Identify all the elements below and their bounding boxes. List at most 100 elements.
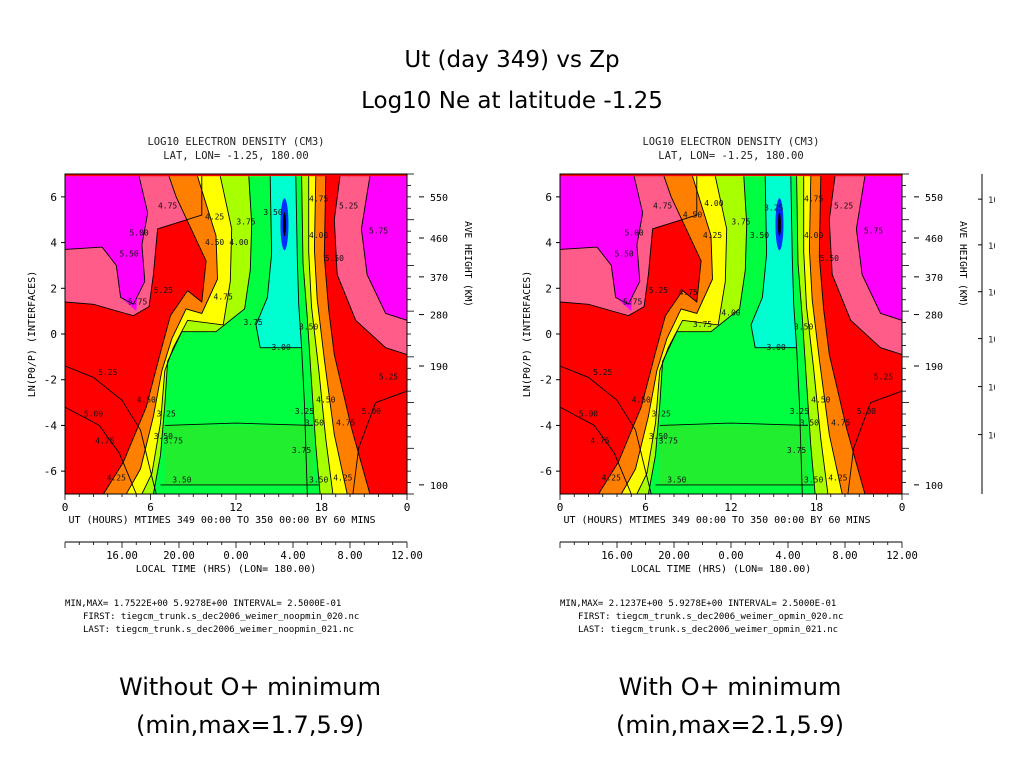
contour-line-12 (333, 176, 408, 356)
contour-line-12 (828, 176, 903, 356)
contour-label-27: 3.50 (172, 476, 191, 485)
pressure-tick-label: 10⁻⁸ (988, 242, 995, 252)
local-time-tick-label: 4.00 (775, 550, 800, 562)
y-axis-label: LN(P0/P) (INTERFACES) (27, 271, 38, 397)
y-tick-label: -6 (539, 465, 552, 478)
contour-label-32: 3.50 (800, 418, 819, 427)
contour-label-34: 5.25 (379, 373, 398, 382)
footer-first: FIRST: tiegcm_trunk.s_dec2006_weimer_noo… (83, 612, 359, 622)
contour-label-24: 3.50 (154, 432, 173, 441)
contour-label-5: 3.75 (731, 217, 750, 226)
contour-line-16 (559, 365, 652, 495)
contour-label-32: 4.50 (316, 396, 335, 405)
y-tick-label: -4 (44, 419, 58, 432)
contour-label-14: 5.75 (128, 297, 147, 306)
contour-label-36: 4.25 (333, 473, 352, 482)
contour-label-31: 3.75 (292, 446, 311, 455)
x-tick-label: 0 (899, 501, 906, 514)
contour-label-17: -3.00 (267, 343, 291, 352)
y-tick-label: 2 (545, 282, 552, 295)
contour-label-14: 5.25 (649, 286, 668, 295)
y-tick-label: 6 (545, 191, 552, 204)
fill-magenta-left (65, 176, 148, 305)
local-time-tick-label: 20.00 (163, 550, 195, 562)
y-tick-label: 6 (50, 191, 57, 204)
fill-green-lower (659, 425, 808, 485)
contour-line-10 (313, 176, 348, 495)
contour-label-15: 5.75 (623, 297, 642, 306)
contour-label-0: 4.75 (158, 201, 177, 210)
contour-label-3: 4.00 (704, 199, 723, 208)
contour-label-35: 5.00 (362, 407, 381, 416)
contour-label-9: 5.25 (339, 201, 358, 210)
contour-label-16: 3.75 (243, 318, 262, 327)
contour-label-25: 3.25 (652, 409, 671, 418)
x-tick-label: 6 (147, 501, 154, 514)
contour-label-29: 3.50 (667, 476, 686, 485)
pressure-tick-label: 10⁻⁹ (988, 196, 995, 206)
contour-label-17: 4.00 (721, 309, 740, 318)
contour-line-6 (255, 176, 302, 349)
contour-label-4: 3.75 (236, 217, 255, 226)
contour-label-19: 5.25 (98, 368, 117, 377)
contour-line-2 (598, 176, 702, 495)
contour-line-18 (847, 390, 903, 495)
footer-first: FIRST: tiegcm_trunk.s_dec2006_weimer_opm… (578, 612, 844, 622)
contour-label-23: 3.25 (157, 409, 176, 418)
contour-label-21: 4.75 (95, 437, 114, 446)
x-tick-label: 0 (62, 501, 69, 514)
pressure-tick-label: 10⁻⁴ (988, 432, 995, 442)
contour-line-9 (803, 176, 829, 495)
contour-line-8 (301, 176, 321, 495)
fill-core-center (777, 212, 781, 237)
contour-label-26: 3.50 (649, 432, 668, 441)
contour-label-33: 4.75 (336, 418, 355, 427)
contour-line-14 (164, 422, 313, 426)
contour-label-29: 3.25 (295, 407, 314, 416)
fill-green-lower (164, 425, 313, 485)
contour-label-12: 5.75 (864, 226, 883, 235)
contour-label-8: 4.75 (804, 194, 823, 203)
contour-label-19: -3.00 (762, 343, 786, 352)
contour-label-33: 3.75 (787, 446, 806, 455)
contour-label-5: 4.00 (229, 238, 248, 247)
contour-line-11 (323, 176, 371, 495)
y-tick-label: -2 (44, 374, 57, 387)
contour-line-8 (796, 176, 816, 495)
contour-label-28: 4.25 (602, 473, 621, 482)
y-tick-label: -4 (539, 419, 553, 432)
caption-left-line2: (min,max=1.7,5.9) (136, 711, 364, 739)
fill-magenta-left (560, 176, 643, 305)
contour-label-38: 4.25 (828, 473, 847, 482)
contour-label-10: 5.50 (325, 254, 344, 263)
contour-label-18: 3.75 (693, 320, 712, 329)
contour-line-7 (790, 176, 803, 495)
y-axis-label: LN(P0/P) (INTERFACES) (522, 271, 533, 397)
height-tick-label: 100 (925, 481, 943, 492)
local-time-tick-label: 20.00 (658, 550, 690, 562)
contour-label-30: 3.50 (804, 476, 823, 485)
contour-label-8: 4.00 (309, 231, 328, 240)
local-time-axis-label: LOCAL TIME (HRS) (LON= 180.00) (631, 564, 812, 575)
height-axis-label: AVE HEIGHT (KM) (957, 221, 968, 307)
x-axis-label: UT (HOURS) MTIMES 349 00:00 TO 350 00:00… (563, 515, 870, 526)
x-tick-label: 0 (557, 501, 564, 514)
contour-label-6: 3.50 (263, 208, 282, 217)
contour-label-22: 4.50 (137, 396, 156, 405)
y-tick-label: 0 (545, 328, 552, 341)
footer-minmax: MIN,MAX= 1.7522E+00 5.9278E+00 INTERVAL=… (65, 599, 341, 609)
contour-line-0 (559, 176, 644, 305)
contour-label-11: 5.50 (820, 254, 839, 263)
height-tick-label: 100 (430, 481, 448, 492)
x-tick-label: 18 (315, 501, 328, 514)
contour-line-16 (64, 365, 157, 495)
contour-label-4: 4.25 (703, 231, 722, 240)
local-time-tick-label: 0.00 (718, 550, 743, 562)
contour-label-23: 4.75 (590, 437, 609, 446)
caption-left: Without O+ minimum (min,max=1.7,5.9) (40, 668, 460, 744)
contour-label-20: 3.50 (794, 322, 813, 331)
contour-label-18: 3.50 (299, 322, 318, 331)
height-tick-label: 370 (925, 273, 943, 284)
footer-last: LAST: tiegcm_trunk.s_dec2006_weimer_opmi… (578, 625, 838, 635)
contour-label-1: 5.00 (129, 229, 148, 238)
